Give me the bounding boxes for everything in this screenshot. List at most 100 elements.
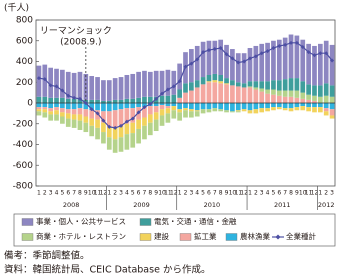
x-tick-label: 4 — [195, 190, 199, 197]
bar — [329, 85, 335, 97]
bar — [171, 103, 177, 107]
bar — [89, 103, 95, 111]
y-tick-label: 600 — [16, 36, 33, 46]
x-tick-label: 9 — [84, 190, 88, 197]
bar — [194, 80, 200, 88]
x-tick-label: 4 — [266, 190, 270, 197]
bar — [130, 108, 136, 123]
bar — [294, 90, 300, 98]
total-marker — [300, 44, 305, 49]
bar — [189, 82, 194, 91]
bar — [235, 111, 241, 113]
total-marker — [160, 91, 165, 96]
bar — [212, 82, 218, 103]
bar — [77, 98, 83, 103]
bar — [288, 78, 294, 91]
bar — [235, 86, 241, 103]
x-tick-label: 3 — [260, 190, 264, 197]
total-marker — [236, 60, 241, 65]
x-tick-label: 8 — [219, 190, 223, 197]
bar — [271, 103, 276, 108]
total-marker — [289, 40, 294, 45]
bar — [147, 122, 153, 136]
bar — [317, 107, 323, 113]
bar — [71, 119, 77, 128]
bar — [124, 74, 130, 99]
bar — [153, 119, 159, 132]
bar — [247, 103, 253, 111]
bar — [112, 103, 118, 111]
bar — [177, 89, 182, 98]
bar — [112, 78, 118, 100]
bar — [83, 109, 89, 117]
bar — [206, 82, 212, 103]
bar — [288, 96, 294, 103]
legend-swatch — [21, 218, 34, 226]
x-tick-label: 11 — [234, 190, 242, 197]
x-tick-label: 12 — [100, 190, 108, 197]
bar — [312, 45, 317, 86]
bar — [206, 109, 212, 113]
bar — [317, 43, 323, 86]
total-marker — [66, 93, 71, 98]
x-tick-label: 10 — [158, 190, 166, 197]
total-marker — [330, 58, 335, 63]
x-tick-label: 6 — [207, 190, 211, 197]
bar — [89, 118, 95, 126]
bar — [247, 110, 253, 114]
bar — [224, 44, 229, 79]
bar — [60, 97, 65, 103]
bar — [306, 103, 311, 108]
bar — [89, 110, 95, 119]
total-marker — [265, 49, 270, 54]
bar — [312, 103, 317, 108]
year-label: 2010 — [204, 201, 221, 209]
y-tick-label: 0 — [27, 99, 33, 109]
total-marker — [306, 50, 311, 55]
legend-label: 商業・ホテル・レストラン — [36, 231, 126, 241]
x-tick-label: 7 — [283, 190, 287, 197]
bar — [230, 85, 235, 103]
bar — [235, 110, 241, 112]
bar — [54, 114, 59, 121]
bar — [95, 103, 100, 111]
bar — [153, 103, 159, 107]
bar — [247, 87, 253, 103]
bar — [177, 103, 182, 110]
y-tick-label: 200 — [16, 78, 33, 88]
bar — [282, 103, 288, 109]
legend-swatch — [179, 233, 192, 241]
x-tick-label: 2 — [324, 190, 328, 197]
bar — [183, 83, 188, 93]
x-tick-label: 12 — [240, 190, 248, 197]
total-marker — [42, 77, 47, 82]
bar — [106, 111, 112, 127]
total-marker — [230, 56, 235, 61]
bar — [60, 108, 65, 113]
bar — [212, 73, 218, 81]
x-tick-label: 6 — [66, 190, 70, 197]
bar — [230, 49, 235, 81]
total-marker — [60, 88, 65, 93]
bar — [253, 87, 259, 90]
bar — [323, 83, 329, 96]
bar — [118, 103, 124, 110]
bar — [294, 78, 300, 91]
total-marker — [195, 57, 200, 62]
x-tick-label: 8 — [289, 190, 293, 197]
bar — [276, 80, 282, 91]
total-marker — [72, 95, 77, 100]
bar — [183, 103, 188, 109]
legend-frame — [13, 213, 336, 247]
bar — [265, 103, 270, 109]
x-tick-label: 3 — [330, 190, 334, 197]
bar — [312, 85, 317, 96]
bar — [259, 103, 265, 109]
bar — [288, 90, 294, 97]
x-tick-label: 8 — [148, 190, 152, 197]
bar — [77, 108, 83, 115]
bar — [218, 39, 224, 75]
bar — [294, 103, 300, 108]
bar — [124, 134, 130, 150]
x-tick-label: 10 — [299, 190, 307, 197]
